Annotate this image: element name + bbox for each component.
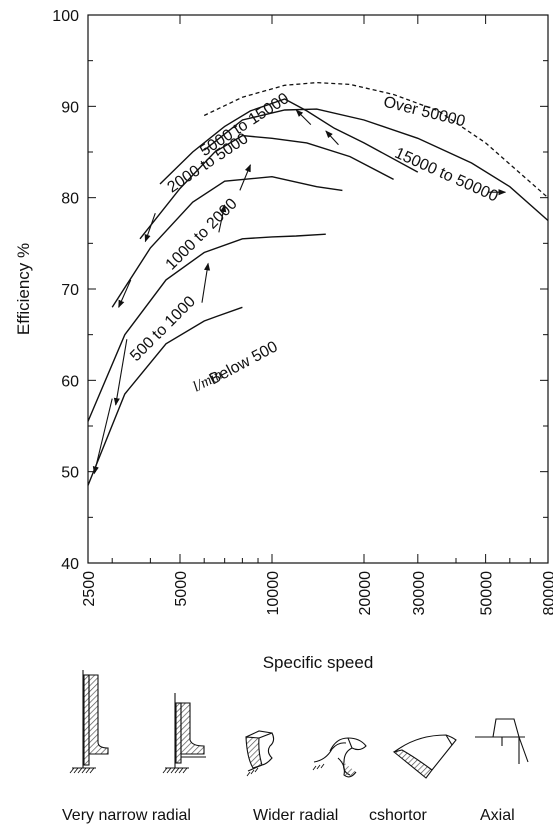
x-tick-label: 30000 bbox=[411, 571, 428, 616]
impeller-label-very-narrow-radial: Very narrow radial bbox=[62, 807, 191, 824]
label-arrow-1 bbox=[113, 339, 128, 406]
impeller-shorter-mixed bbox=[392, 734, 457, 779]
x-axis-title: Specific speed bbox=[263, 653, 374, 672]
y-tick-label: 60 bbox=[61, 373, 79, 390]
x-tick-label: 20000 bbox=[357, 571, 374, 616]
series-line-5 bbox=[203, 108, 549, 222]
impeller-narrow-radial bbox=[162, 693, 206, 774]
y-tick-label: 90 bbox=[61, 99, 79, 116]
y-axis-ticks: 40 50 60 70 80 90 100 bbox=[52, 8, 548, 573]
series-label-2: 1000 to 2000 bbox=[163, 195, 241, 273]
series-line-0 bbox=[87, 306, 243, 486]
label-arrow-7 bbox=[295, 109, 312, 125]
y-tick-label: 100 bbox=[52, 8, 79, 25]
arrow-layer bbox=[92, 109, 507, 475]
label-arrow-3 bbox=[144, 213, 156, 243]
series-line-3 bbox=[139, 134, 394, 240]
x-tick-label: 2500 bbox=[81, 571, 98, 607]
series-line-6 bbox=[203, 81, 549, 199]
impeller-axial bbox=[475, 718, 529, 764]
impeller-label-wider-radial: Wider radial bbox=[253, 807, 338, 824]
label-arrow-0 bbox=[92, 398, 113, 475]
series-line-2 bbox=[111, 175, 343, 308]
impeller-label-axial: Axial bbox=[480, 807, 515, 824]
y-tick-label: 80 bbox=[61, 191, 79, 208]
label-arrow-5 bbox=[218, 204, 227, 233]
impeller-wider-radial bbox=[245, 730, 275, 777]
series-line-4 bbox=[159, 98, 419, 185]
y-axis-title: Efficiency % bbox=[14, 243, 33, 335]
y-tick-label: 50 bbox=[61, 465, 79, 482]
impeller-mixed-flow bbox=[312, 737, 367, 778]
y-tick-label: 70 bbox=[61, 282, 79, 299]
label-arrow-6 bbox=[239, 164, 251, 191]
plot-frame bbox=[87, 14, 549, 564]
label-arrow-4 bbox=[201, 262, 211, 303]
impeller-label-cshortor: cshortor bbox=[369, 807, 427, 824]
series-label-4: 5000 to 15000 bbox=[197, 90, 292, 160]
y-tick-label: 40 bbox=[61, 556, 79, 573]
x-tick-label: 80000 bbox=[541, 571, 553, 616]
impeller-very-narrow-radial bbox=[69, 670, 109, 774]
series-label-5: 15000 to 50000 bbox=[392, 145, 501, 206]
series-line-1 bbox=[87, 233, 326, 422]
x-tick-label: 5000 bbox=[173, 571, 190, 607]
series-layer bbox=[87, 81, 549, 486]
label-arrow-8 bbox=[325, 130, 339, 146]
series-label-1: 500 to 1000 bbox=[127, 293, 199, 365]
x-tick-label: 10000 bbox=[265, 571, 282, 616]
series-label-6: Over 50000 bbox=[382, 94, 467, 131]
x-tick-label: 50000 bbox=[479, 571, 496, 616]
x-axis-ticks: 2500 5000 10000 20000 30000 50000 80000 bbox=[81, 15, 553, 616]
label-arrow-2 bbox=[118, 279, 132, 308]
